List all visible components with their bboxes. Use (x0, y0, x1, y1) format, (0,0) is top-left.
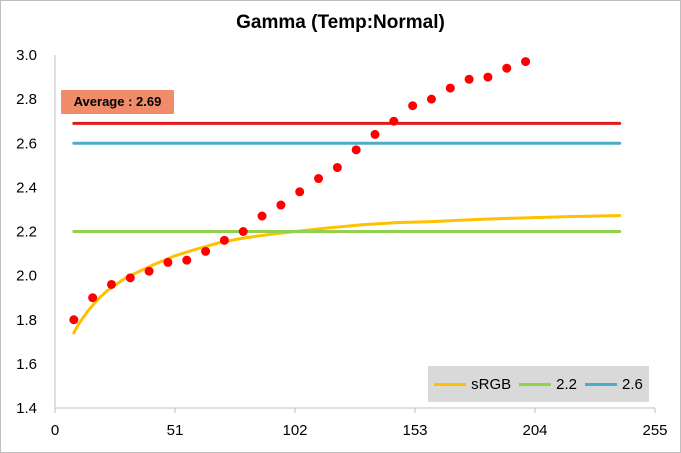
x-tick-label: 255 (642, 422, 667, 439)
scatter-point (69, 315, 79, 325)
series-line-0 (72, 214, 622, 335)
scatter-point (408, 101, 418, 111)
scatter-point (163, 257, 173, 267)
y-tick-label: 2.0 (16, 268, 37, 285)
scatter-point (464, 74, 474, 84)
scatter-point (351, 145, 361, 155)
y-tick-label: 3.0 (16, 47, 37, 64)
legend-label-2-6: 2.6 (622, 375, 643, 393)
y-tick-label: 2.8 (16, 91, 37, 108)
chart-title: Gamma (Temp:Normal) (236, 12, 445, 33)
series-points (69, 57, 531, 325)
scatter-point (257, 211, 267, 221)
scatter-point (521, 57, 531, 67)
scatter-point (295, 187, 305, 197)
axes (54, 55, 656, 413)
y-tick-label: 2.4 (16, 179, 37, 196)
legend-item-srgb: sRGB (434, 376, 511, 393)
scatter-point (238, 227, 248, 236)
x-tick-label: 204 (522, 422, 547, 439)
scatter-point (88, 293, 98, 303)
x-tick-label: 102 (282, 422, 307, 439)
legend-swatch-2-2 (519, 382, 552, 386)
x-tick-label: 0 (51, 422, 59, 439)
x-tick-label: 51 (167, 422, 184, 439)
legend: sRGB 2.2 2.6 (428, 366, 649, 402)
legend-item-2-2: 2.2 (519, 376, 577, 393)
scatter-point (314, 174, 324, 184)
scatter-point (106, 279, 116, 289)
scatter-point (125, 273, 135, 283)
scatter-point (370, 129, 380, 139)
scatter-point (502, 63, 512, 73)
legend-swatch-srgb (434, 382, 467, 386)
scatter-point (389, 116, 399, 126)
y-tick-label: 1.8 (16, 312, 37, 329)
y-tick-label: 2.6 (16, 135, 37, 152)
series-lines (72, 121, 622, 335)
scatter-point (182, 255, 192, 265)
legend-label-2-2: 2.2 (556, 375, 577, 393)
scatter-point (276, 200, 286, 210)
scatter-point (219, 235, 229, 245)
legend-item-2-6: 2.6 (585, 376, 643, 393)
scatter-point (426, 94, 436, 104)
y-tick-label: 2.2 (16, 224, 37, 241)
legend-label-srgb: sRGB (471, 375, 512, 393)
y-tick-label: 1.4 (16, 400, 37, 417)
y-tick-label: 1.6 (16, 356, 37, 373)
scatter-point (332, 163, 342, 173)
average-annotation: Average : 2.69 (61, 90, 174, 114)
scatter-point (483, 72, 493, 82)
x-tick-label: 153 (402, 422, 427, 439)
scatter-point (201, 246, 211, 256)
legend-swatch-2-6 (585, 382, 617, 386)
tick-labels: 0 51 102 153 204 255 1.4 1.6 1.8 2.0 2.2 2.4 2.6 2.8 3… (16, 47, 667, 439)
scatter-point (144, 266, 154, 276)
scatter-point (445, 83, 455, 93)
